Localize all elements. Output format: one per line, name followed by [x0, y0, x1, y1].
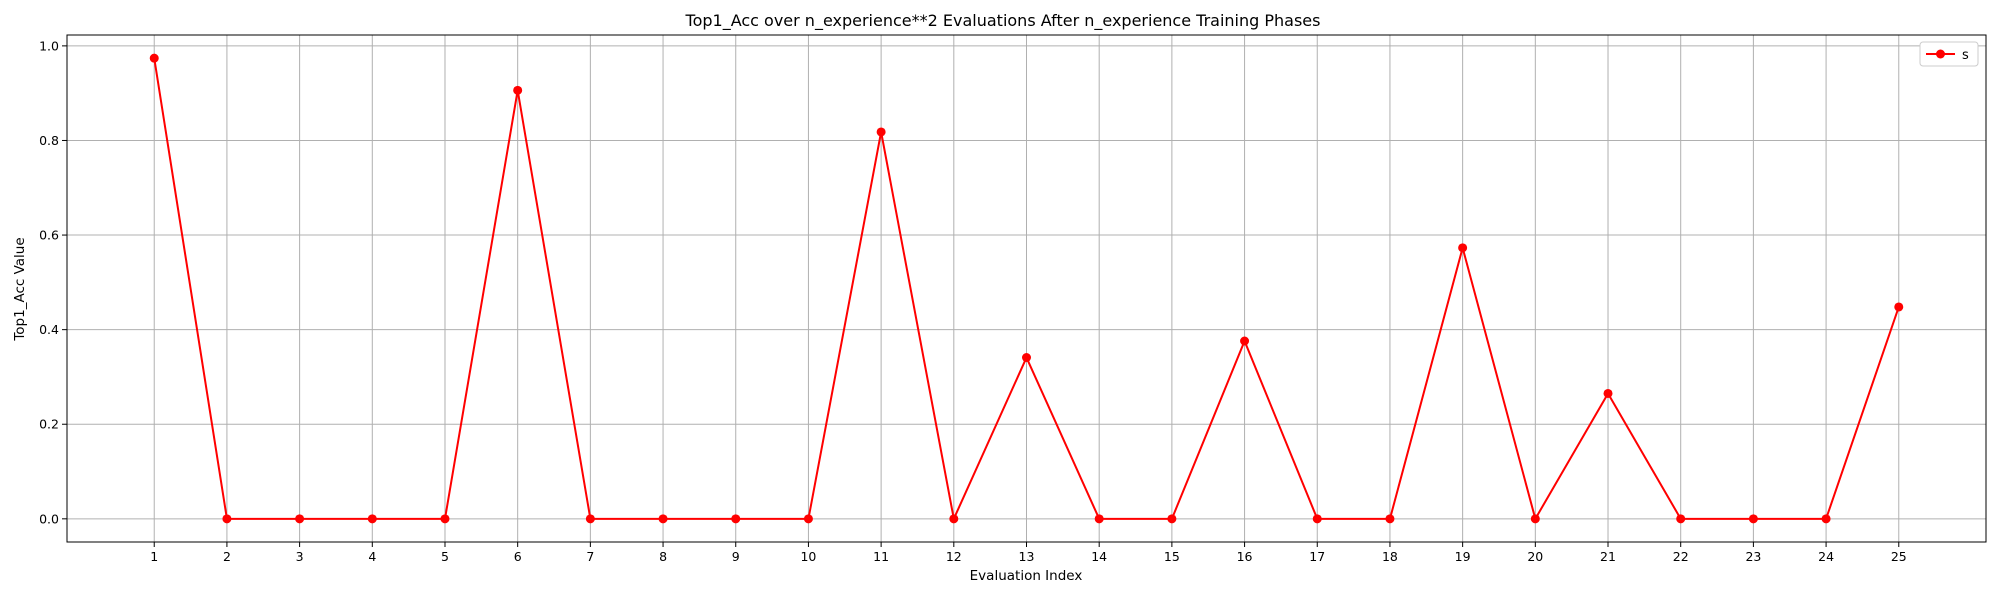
x-tick-label: 20: [1527, 549, 1543, 564]
data-point: [1894, 302, 1904, 312]
x-tick-label: 16: [1237, 549, 1253, 564]
data-point: [222, 514, 232, 524]
y-tick-label: 0.4: [39, 322, 59, 337]
x-tick-label: 6: [514, 549, 522, 564]
x-tick-label: 23: [1745, 549, 1761, 564]
x-axis-label: Evaluation Index: [970, 568, 1083, 584]
data-point: [1821, 514, 1831, 524]
data-point: [1603, 388, 1613, 398]
data-point: [1385, 514, 1395, 524]
data-point: [731, 514, 741, 524]
y-tick-label: 0.6: [39, 228, 59, 243]
x-tick-label: 21: [1600, 549, 1616, 564]
axis-ticks: 1 2 3 4 5 6 7 8 9 10 11 12 13 14 15 16 17 18 19 20 21 22 23 24 2…: [39, 38, 1907, 564]
data-point: [803, 514, 813, 524]
data-point: [1022, 353, 1031, 363]
x-tick-label: 3: [296, 549, 304, 564]
data-point: [1167, 514, 1177, 524]
x-tick-label: 17: [1309, 549, 1325, 564]
y-tick-label: 1.0: [39, 38, 59, 53]
x-tick-label: 2: [223, 549, 231, 564]
data-point: [149, 53, 159, 63]
data-point: [440, 514, 450, 524]
legend-label: s: [1962, 48, 1969, 63]
x-tick-label: 15: [1164, 549, 1180, 564]
data-point: [1094, 514, 1104, 524]
series-layer: [149, 53, 1904, 524]
x-tick-label: 25: [1891, 549, 1907, 564]
legend-marker: [1936, 49, 1945, 59]
x-tick-label: 24: [1818, 549, 1834, 564]
x-tick-label: 19: [1455, 549, 1471, 564]
x-tick-label: 9: [732, 549, 740, 564]
data-point: [1240, 336, 1250, 346]
x-tick-label: 7: [586, 549, 594, 564]
x-tick-label: 18: [1382, 549, 1398, 564]
data-point: [585, 514, 595, 524]
data-point: [1748, 514, 1758, 524]
data-point: [1676, 514, 1686, 524]
y-axis-label: Top1_Acc Value: [12, 237, 28, 341]
data-point: [295, 514, 305, 524]
x-tick-label: 10: [800, 549, 816, 564]
x-tick-label: 22: [1673, 549, 1689, 564]
data-point: [949, 514, 959, 524]
data-point: [658, 514, 668, 524]
data-point: [367, 514, 377, 524]
x-tick-label: 1: [150, 549, 158, 564]
x-tick-label: 4: [368, 549, 376, 564]
legend: s: [1919, 41, 1979, 67]
data-point: [1458, 243, 1468, 253]
x-tick-label: 11: [873, 549, 889, 564]
x-tick-label: 12: [946, 549, 962, 564]
data-point: [513, 85, 523, 95]
y-tick-label: 0.8: [39, 133, 59, 148]
chart-title: Top1_Acc over n_experience**2 Evaluation…: [685, 11, 1321, 31]
data-point: [1530, 514, 1540, 524]
data-point: [876, 127, 886, 137]
x-tick-label: 5: [441, 549, 449, 564]
y-tick-label: 0.2: [39, 417, 59, 432]
y-tick-label: 0.0: [39, 511, 59, 526]
x-tick-label: 13: [1019, 549, 1035, 564]
x-tick-label: 8: [659, 549, 667, 564]
data-point: [1312, 514, 1322, 524]
grid: [67, 35, 1986, 542]
x-tick-label: 14: [1091, 549, 1107, 564]
